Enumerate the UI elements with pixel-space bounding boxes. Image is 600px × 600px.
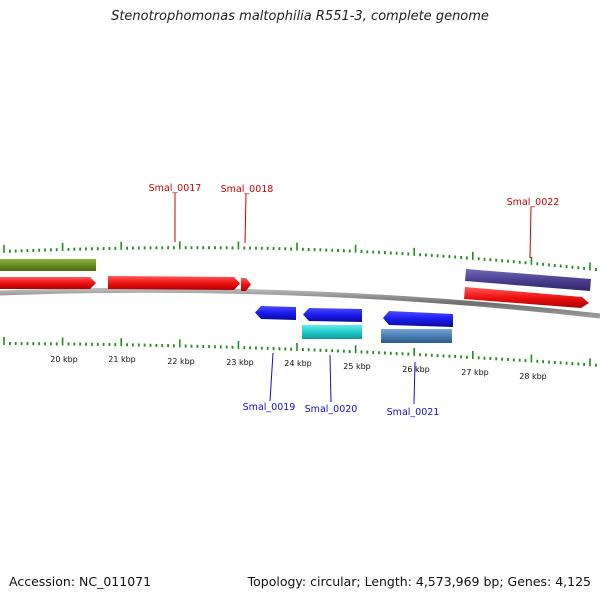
gene-steel-bar[interactable] xyxy=(381,329,452,343)
gene-smal-0022-arrow[interactable] xyxy=(464,287,589,308)
gene-label-smal-0020[interactable]: Smal_0020 xyxy=(305,404,358,415)
smal-0022-leader xyxy=(529,206,532,259)
gene-label-smal-0017[interactable]: Smal_0017 xyxy=(149,183,202,194)
ruler-label-26kbp: 26 kbp xyxy=(402,365,430,374)
genome-summary-text: Topology: circular; Length: 4,573,969 bp… xyxy=(247,574,591,589)
gene-smal-0019-arrow[interactable] xyxy=(255,306,296,320)
gene-label-smal-0018[interactable]: Smal_0018 xyxy=(221,184,274,195)
ruler-label-27kbp: 27 kbp xyxy=(461,368,489,377)
ruler-label-20kbp: 20 kbp xyxy=(50,355,78,364)
gene-smal-0017-arrow[interactable] xyxy=(108,276,240,290)
genome-backbone xyxy=(0,287,600,319)
smal-0019-leader xyxy=(269,352,274,402)
ruler-label-25kbp: 25 kbp xyxy=(343,362,371,371)
smal-0018-leader xyxy=(244,193,247,244)
gene-smal-0020-arrow[interactable] xyxy=(303,308,362,322)
upper-tick-row xyxy=(3,241,597,272)
ruler-label-22kbp: 22 kbp xyxy=(167,357,195,366)
accession-text: Accession: NC_011071 xyxy=(9,574,152,589)
gene-cyan-bar[interactable] xyxy=(302,325,362,339)
gene-label-smal-0021[interactable]: Smal_0021 xyxy=(387,407,440,418)
lower-tick-row xyxy=(3,337,597,367)
smal-0020-leader xyxy=(329,354,332,403)
ruler-label-28kbp: 28 kbp xyxy=(519,372,547,381)
gene-label-smal-0022[interactable]: Smal_0022 xyxy=(507,197,560,208)
gene-smal-0018-arrow[interactable] xyxy=(241,278,251,291)
ruler-label-21kbp: 21 kbp xyxy=(108,355,136,364)
genome-title: Stenotrophomonas maltophilia R551-3, com… xyxy=(111,9,489,24)
ruler-label-24kbp: 24 kbp xyxy=(284,359,312,368)
gene-red-arrow-left[interactable] xyxy=(0,277,96,289)
smal-0021-leader xyxy=(413,361,416,405)
gene-slate-bar[interactable] xyxy=(465,269,591,291)
ruler-label-23kbp: 23 kbp xyxy=(226,358,254,367)
gene-smal-0021-arrow[interactable] xyxy=(383,311,453,327)
gene-olive-bar[interactable] xyxy=(0,259,96,271)
gene-label-smal-0019[interactable]: Smal_0019 xyxy=(243,402,296,413)
